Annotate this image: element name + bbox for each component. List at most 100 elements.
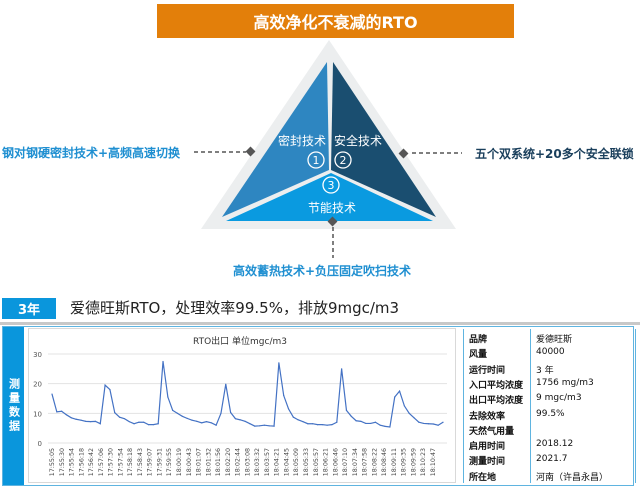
x-tick-label: 17:57:06	[98, 448, 105, 476]
data-point	[196, 420, 198, 422]
x-tick-label: 17:55:30	[59, 448, 66, 476]
x-tick-label: 18:10:23	[420, 448, 427, 476]
data-point	[263, 424, 265, 426]
data-point	[316, 424, 319, 426]
side-label: 测量数据	[3, 327, 24, 485]
data-point	[75, 418, 77, 420]
row-label: 入口平均浓度	[469, 380, 524, 391]
data-point	[355, 420, 357, 422]
data-point	[167, 396, 169, 398]
x-tick-label: 17:58:43	[137, 448, 144, 476]
row-label: 出口平均浓度	[469, 396, 524, 407]
data-point	[172, 409, 174, 411]
row-label: 运行时间	[469, 365, 506, 376]
years-badge: 3年	[2, 298, 56, 319]
data-point	[70, 417, 72, 419]
data-point	[118, 416, 121, 418]
data-point	[398, 390, 401, 392]
table-row: 风量 40000	[464, 345, 635, 360]
data-point	[418, 421, 420, 423]
data-point	[254, 425, 256, 427]
y-tick-label: 10	[33, 410, 42, 418]
data-point	[297, 419, 299, 421]
x-tick-label: 17:58:18	[127, 448, 134, 476]
series-line	[51, 361, 444, 428]
x-tick-label: 18:04:45	[283, 448, 290, 476]
x-tick-label: 18:07:58	[362, 448, 369, 476]
x-tick-label: 18:00:19	[176, 448, 183, 476]
data-point	[249, 423, 251, 425]
callout-bottom: 高效蓄热技术+负压固定吹扫技术	[233, 264, 412, 278]
data-point	[268, 425, 270, 427]
data-point	[384, 425, 386, 427]
x-tick-label: 18:05:33	[303, 448, 310, 476]
data-point	[85, 420, 87, 422]
data-point	[341, 368, 343, 370]
segment-energy	[226, 173, 433, 221]
segment-sealing	[222, 62, 329, 217]
divider	[0, 322, 640, 325]
data-point	[374, 421, 377, 423]
chart-title: RTO出口 单位mgc/m3	[193, 335, 287, 347]
table-row: 品牌 爱德旺斯	[464, 330, 635, 345]
data-point	[104, 384, 106, 386]
data-point	[321, 424, 323, 426]
data-point	[336, 421, 338, 423]
data-point	[369, 422, 372, 425]
table-row: 天然气用量	[464, 422, 635, 437]
data-point	[283, 394, 285, 397]
x-tick-label: 18:02:44	[235, 448, 242, 476]
banner-text: 爱德旺斯RTO，处理效率99.5%，排放9mgc/m3	[70, 299, 400, 317]
table-row: 运行时间 3 年	[464, 361, 635, 376]
data-point	[143, 421, 145, 423]
page-title: 高效净化不衰减的RTO	[157, 4, 514, 38]
data-point	[345, 409, 348, 411]
x-tick-label: 18:09:59	[410, 448, 417, 476]
x-tick-label: 18:03:08	[244, 448, 251, 476]
data-point	[201, 422, 203, 424]
table-row: 所在地 河南（许昌永昌）	[464, 468, 635, 483]
x-tick-label: 18:01:32	[205, 448, 212, 476]
segment-number: 2	[340, 154, 347, 167]
data-point	[99, 423, 101, 425]
x-tick-label: 17:55:54	[69, 448, 76, 476]
x-tick-label: 17:56:42	[88, 448, 95, 476]
data-point	[287, 408, 290, 410]
data-point	[80, 419, 82, 421]
data-point	[413, 417, 415, 419]
data-point	[442, 421, 444, 423]
data-point	[307, 423, 309, 425]
x-tick-label: 18:08:46	[381, 448, 388, 476]
segment-label: 安全技术	[334, 133, 382, 148]
callout-right: 五个双系统+20多个安全联锁	[475, 147, 634, 161]
y-tick-label: 20	[33, 381, 42, 389]
data-point	[114, 412, 116, 414]
table-row: 测量时间 2021.7	[464, 452, 635, 467]
data-point	[205, 421, 208, 423]
row-value: 40000	[536, 347, 565, 358]
row-label: 所在地	[469, 472, 497, 483]
data-point	[423, 422, 425, 425]
data-point	[389, 426, 391, 428]
data-point	[162, 360, 164, 363]
row-label: 天然气用量	[469, 426, 515, 437]
right-diamond-icon	[398, 148, 409, 159]
data-point	[181, 415, 183, 417]
row-value: 2021.7	[536, 454, 568, 465]
x-tick-label: 18:05:09	[293, 448, 300, 476]
data-point	[176, 412, 179, 414]
left-diamond-icon	[245, 146, 256, 157]
data-point	[56, 411, 58, 413]
segment-label: 节能技术	[308, 201, 356, 215]
table-row: 启用时间 2018.12	[464, 437, 635, 452]
number-circle-1	[307, 151, 325, 169]
data-point	[123, 418, 126, 420]
data-point	[128, 421, 130, 423]
data-point	[350, 415, 352, 417]
data-point	[360, 420, 362, 422]
x-tick-label: 17:57:54	[117, 448, 124, 476]
row-value: 1756 mg/m3	[536, 377, 594, 388]
row-value: 河南（许昌永昌）	[536, 472, 609, 483]
data-point	[220, 412, 222, 414]
